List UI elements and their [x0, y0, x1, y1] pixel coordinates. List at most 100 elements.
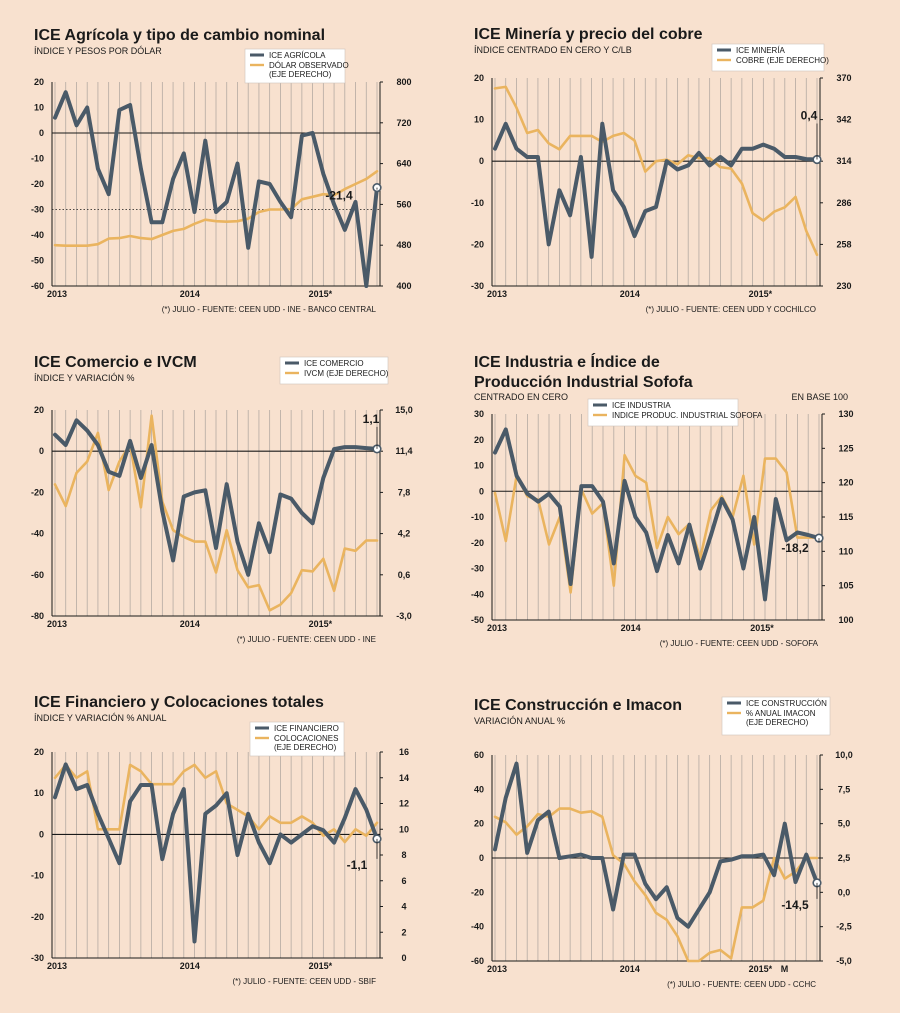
right-tick-label: -2,5 [836, 922, 852, 932]
last-value-label: -1,1 [347, 858, 368, 872]
right-tick-label: 10,0 [835, 750, 853, 760]
left-tick-label: 20 [474, 435, 484, 445]
left-tick-label: 10 [474, 461, 484, 471]
right-tick-label: 125 [838, 443, 853, 453]
left-tick-label: -60 [31, 281, 44, 291]
right-tick-label: 480 [396, 240, 411, 250]
left-tick-label: -10 [31, 154, 44, 164]
series-line-secondary [493, 453, 821, 594]
series-line-ice [493, 427, 821, 602]
right-tick-label: 7,8 [398, 487, 411, 497]
left-tick-label: -40 [471, 589, 484, 599]
chart-title: ICE Industria e Índice de [474, 352, 660, 371]
chart-subtitle: ÍNDICE Y PESOS POR DÓLAR [34, 46, 162, 56]
legend-label: % ANUAL IMACON (EJE DERECHO) [746, 709, 816, 727]
legend-label: ICE INDUSTRIA [612, 401, 671, 410]
chart-construccion: ICE Construcción e Imacon VARIACIÓN ANUAL… [471, 696, 853, 989]
x-tick-label: 2013 [487, 289, 507, 299]
last-value-label: 0,4 [801, 109, 818, 123]
left-tick-label: 20 [474, 73, 484, 83]
left-tick-label: -20 [471, 887, 484, 897]
right-tick-label: 14 [399, 773, 409, 783]
series-line-ice [53, 762, 379, 944]
left-tick-label: 0 [39, 446, 44, 456]
left-tick-label: 10 [34, 788, 44, 798]
legend-label: COBRE (EJE DERECHO) [736, 56, 829, 65]
legend-label: DÓLAR OBSERVADO (EJE DERECHO) [269, 61, 349, 79]
x-tick-label: M [781, 964, 789, 974]
left-tick-label: -30 [31, 205, 44, 215]
left-tick-label: -20 [31, 487, 44, 497]
right-tick-label: 720 [396, 118, 411, 128]
chart-subtitle: ÍNDICE Y VARIACIÓN % ANUAL [34, 713, 167, 723]
last-value-label: -21,4 [325, 189, 353, 203]
x-tick-label: 2015* [749, 964, 773, 974]
x-tick-label: 2014 [180, 961, 200, 971]
chart-title: ICE Minería y precio del cobre [474, 26, 703, 43]
chart-right-subtitle: EN BASE 100 [791, 392, 848, 402]
right-tick-label: 130 [838, 409, 853, 419]
left-tick-label: -20 [31, 179, 44, 189]
chart-title: ICE Financiero y Colocaciones totales [34, 694, 324, 711]
left-tick-label: 10 [474, 115, 484, 125]
chart-source-note: (*) JULIO - FUENTE: CEEN UDD - INE - BAN… [162, 305, 377, 314]
left-tick-label: 0 [39, 128, 44, 138]
right-tick-label: 4,2 [398, 529, 411, 539]
right-tick-label: 105 [838, 581, 853, 591]
right-tick-label: 115 [839, 512, 854, 522]
chart-source-note: (*) JULIO - FUENTE: CEEN UDD Y COCHILCO [646, 305, 816, 314]
x-tick-label: 2015* [749, 289, 773, 299]
x-tick-label: 2015* [309, 961, 333, 971]
right-tick-label: 11,4 [395, 446, 412, 456]
left-tick-label: -30 [471, 564, 484, 574]
right-tick-label: 7,5 [838, 784, 851, 794]
x-tick-label: 2015* [309, 619, 333, 629]
legend-label: COLOCACIONES (EJE DERECHO) [274, 734, 338, 752]
legend: ICE CONSTRUCCIÓN% ANUAL IMACON (EJE DEREC… [721, 696, 831, 736]
grid-lines [54, 410, 378, 616]
grid-lines [54, 752, 378, 958]
left-tick-label: 60 [474, 750, 484, 760]
legend-label: ICE FINANCIERO [274, 724, 339, 733]
right-tick-label: 120 [838, 478, 853, 488]
x-tick-label: 2013 [47, 961, 67, 971]
chart-agricola: ICE Agrícola y tipo de cambio nominal ÍND… [31, 27, 412, 314]
left-tick-label: -40 [31, 230, 44, 240]
series-line-ice [53, 418, 379, 577]
right-tick-label: 2,5 [838, 853, 851, 863]
legend-label: ICE COMERCIO [304, 359, 364, 368]
legend-label: ICE AGRÍCOLA [269, 51, 326, 60]
x-tick-label: 2015* [309, 289, 333, 299]
chart-subtitle: VARIACIÓN ANUAL % [474, 716, 565, 726]
left-tick-label: 20 [34, 77, 44, 87]
left-tick-label: -30 [471, 281, 484, 291]
x-tick-label: 2013 [487, 623, 507, 633]
chart-source-note: (*) JULIO - FUENTE: CEEN UDD - CCHC [667, 980, 816, 989]
legend-box [587, 398, 739, 427]
x-tick-label: 2014 [180, 289, 200, 299]
chart-subtitle: ÍNDICE CENTRADO EN CERO Y C/LB [474, 45, 632, 55]
right-tick-label: 286 [836, 198, 851, 208]
left-tick-label: 0 [479, 156, 484, 166]
x-tick-label: 2013 [47, 619, 67, 629]
chart-title: ICE Agrícola y tipo de cambio nominal [34, 27, 325, 44]
chart-title: ICE Construcción e Imacon [474, 697, 682, 714]
right-tick-label: 12 [399, 799, 409, 809]
right-tick-label: 560 [396, 199, 411, 209]
left-tick-label: -20 [471, 538, 484, 548]
left-tick-label: 20 [34, 405, 44, 415]
series-line-ice [493, 761, 819, 929]
x-tick-label: 2013 [487, 964, 507, 974]
left-tick-label: -20 [471, 239, 484, 249]
series-line-ice [493, 121, 819, 259]
left-tick-label: -50 [31, 256, 44, 266]
legend-label: ICE MINERÍA [736, 46, 786, 55]
right-tick-label: 0,0 [838, 887, 851, 897]
right-tick-label: -3,0 [396, 611, 412, 621]
left-tick-label: 10 [34, 103, 44, 113]
chart-mineria: ICE Minería y precio del cobre ÍNDICE CEN… [471, 26, 852, 314]
